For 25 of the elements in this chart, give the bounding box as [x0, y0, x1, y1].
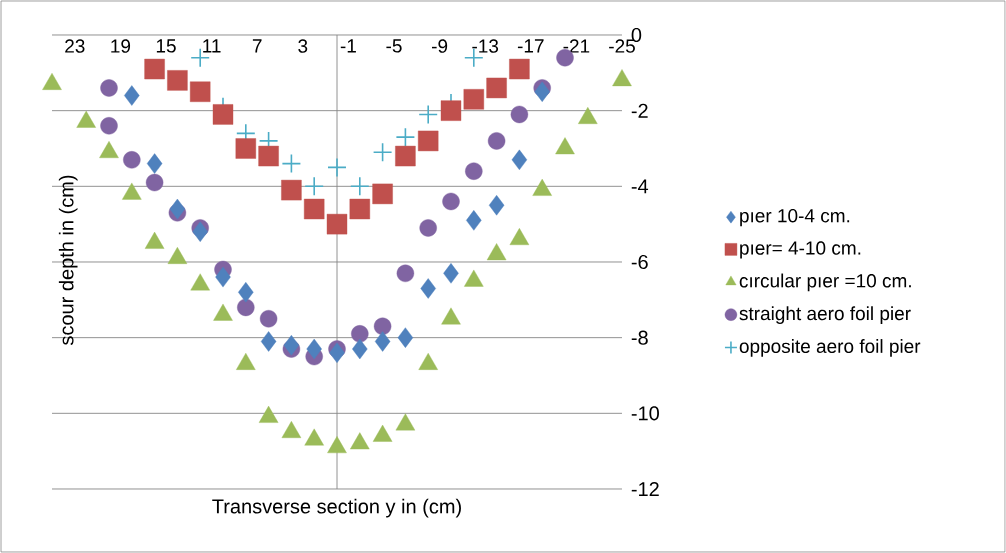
y-axis-title: scour depth in (cm): [58, 175, 78, 346]
x-tick-label: 11: [203, 39, 221, 53]
x-axis-title: Transverse section y in (cm): [212, 498, 461, 518]
legend-label: opposite aero foil pier: [739, 339, 921, 357]
x-tick-label: -1: [340, 39, 356, 53]
x-tick-label: 19: [111, 39, 131, 53]
x-tick-label: -9: [432, 39, 448, 53]
x-tick-label: 3: [298, 39, 308, 53]
x-tick-label: 23: [65, 39, 85, 53]
x-tick-label: 7: [252, 39, 262, 53]
y-tick-label: -10: [631, 406, 659, 421]
y-tick-label: -12: [631, 482, 659, 496]
legend-label: pıer= 4-10 cm.: [740, 241, 861, 259]
legend-label: pıer 10-4 cm.: [740, 209, 850, 227]
y-tick-label: -4: [631, 179, 649, 194]
x-tick-label: -21: [563, 39, 590, 53]
y-tick-label: -6: [631, 254, 648, 270]
legend-label: straight aero foil pier: [739, 306, 911, 324]
legend-label: cırcular pıer =10 cm.: [739, 273, 911, 292]
x-tick-label: 15: [156, 39, 176, 53]
y-tick-label: -8: [631, 330, 648, 345]
y-tick-label: -2: [631, 103, 648, 118]
x-tick-label: -5: [386, 39, 402, 53]
x-tick-label: -13: [472, 39, 499, 53]
x-tick-label: -17: [517, 39, 544, 53]
